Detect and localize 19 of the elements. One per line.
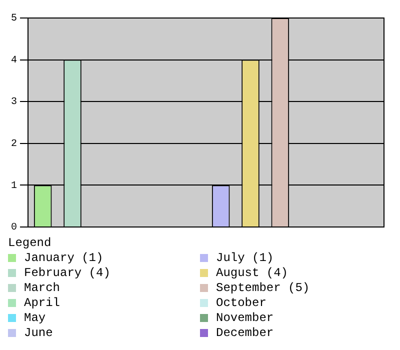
legend-label: December xyxy=(216,326,274,340)
legend-label: March xyxy=(24,280,60,294)
legend-label: February (4) xyxy=(24,266,110,280)
y-tick-label: 3 xyxy=(10,97,17,108)
legend-label: August (4) xyxy=(216,266,288,280)
legend-label: November xyxy=(216,310,274,324)
legend-label: January (1) xyxy=(24,250,104,264)
y-tick-label: 5 xyxy=(10,14,17,25)
y-tick-label: 2 xyxy=(10,139,17,150)
legend-title: Legend xyxy=(8,236,52,250)
legend-label: May xyxy=(24,310,46,324)
y-tick-label: 1 xyxy=(10,180,17,192)
legend-label: April xyxy=(24,296,60,310)
legend-label: June xyxy=(24,326,53,340)
y-tick-label: 0 xyxy=(10,222,17,234)
legend-label: October xyxy=(216,296,266,310)
legend-label: July (1) xyxy=(216,250,274,264)
y-tick-label: 4 xyxy=(10,55,17,66)
legend-label: September (5) xyxy=(216,280,310,294)
